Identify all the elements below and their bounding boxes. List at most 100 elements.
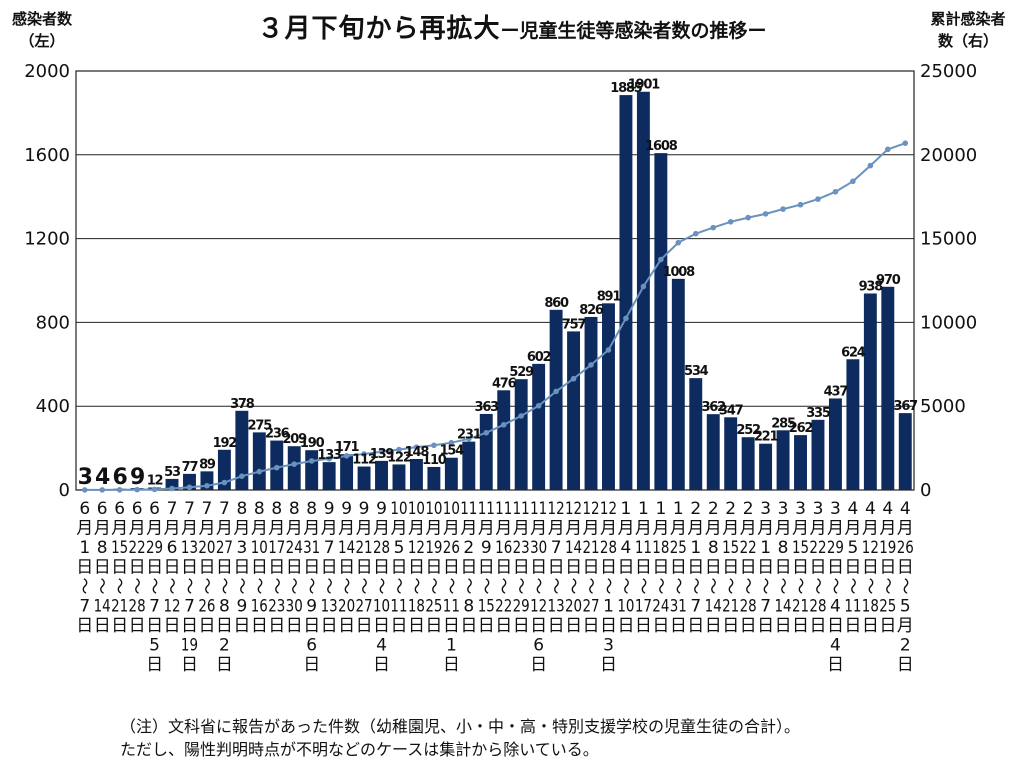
x-axis-label-part: 〜 bbox=[266, 578, 286, 595]
cumulative-point bbox=[99, 487, 105, 493]
x-axis-label-part: 9 bbox=[236, 597, 247, 617]
x-axis-label-part: 12 bbox=[163, 597, 180, 617]
x-axis-label-part: 〜 bbox=[894, 578, 914, 595]
bar bbox=[217, 449, 231, 490]
bar-data-label: 89 bbox=[199, 457, 216, 472]
x-axis-label-part: 日 bbox=[565, 558, 582, 578]
x-axis-label-part: 8 bbox=[306, 499, 317, 519]
x-axis-label-note: 19 bbox=[181, 636, 198, 656]
x-axis-label-part: 31 bbox=[303, 538, 320, 558]
cumulative-point bbox=[727, 219, 734, 225]
x-axis-label-part: 28 bbox=[129, 597, 146, 617]
cumulative-point bbox=[134, 486, 140, 493]
note-line-2: ただし、陽性判明時点が不明などのケースは集計から除いている。 bbox=[120, 740, 599, 759]
x-axis-label-part: 日 bbox=[722, 558, 739, 578]
x-axis-label-part: 1 bbox=[79, 538, 90, 558]
bar-data-label: 534 bbox=[684, 364, 709, 379]
x-axis-label-part: 8 bbox=[463, 597, 474, 617]
x-axis-label-part: 月 bbox=[827, 519, 844, 539]
x-axis-label-part: 日 bbox=[775, 616, 792, 636]
bar-data-label: 476 bbox=[492, 376, 517, 391]
x-axis-label-part: 日 bbox=[583, 616, 600, 636]
x-axis-label-part: 月 bbox=[879, 519, 896, 539]
bar bbox=[863, 293, 877, 490]
x-axis-label-part: 日 bbox=[478, 558, 495, 578]
x-axis-label-part: 28 bbox=[600, 538, 617, 558]
x-axis-label-part: 〜 bbox=[91, 578, 111, 595]
x-axis-label-part: 27 bbox=[582, 597, 599, 617]
x-axis-label-part: 月 bbox=[600, 519, 617, 539]
x-axis-label-part: 9 bbox=[481, 538, 492, 558]
x-axis-label-part: 〜 bbox=[755, 578, 775, 595]
x-axis-label-part: 22 bbox=[495, 597, 512, 617]
x-axis-label-part: 〜 bbox=[702, 578, 722, 595]
cumulative-point bbox=[186, 484, 193, 491]
x-axis-label-part: 日 bbox=[198, 558, 215, 578]
x-axis-label-part: 日 bbox=[76, 616, 93, 636]
bar bbox=[741, 437, 755, 490]
chart: 0400800120016002000050001000015000200002… bbox=[24, 61, 977, 675]
x-axis-label-part: 15 bbox=[792, 538, 809, 558]
bar-data-label: 757 bbox=[562, 317, 587, 332]
x-axis-label-part: 27 bbox=[216, 538, 233, 558]
cumulative-point bbox=[518, 413, 524, 419]
cumulative-point bbox=[640, 283, 647, 290]
x-axis-label-part: 10 bbox=[425, 499, 442, 519]
x-axis-label-part: 日 bbox=[897, 558, 914, 578]
x-axis-label-part: 日 bbox=[757, 616, 774, 636]
cumulative-point bbox=[326, 455, 332, 462]
bar-data-label: 252 bbox=[736, 423, 760, 438]
x-axis-label-part: 日 bbox=[460, 616, 477, 636]
bar bbox=[654, 153, 668, 490]
cumulative-line bbox=[84, 142, 906, 491]
x-axis-label-part: 18 bbox=[408, 597, 425, 617]
bar-data-label: 12 bbox=[147, 473, 163, 488]
x-axis-label-part: 月 bbox=[408, 519, 425, 539]
x-axis-label-part: 9 bbox=[324, 499, 335, 519]
cumulative-point bbox=[710, 224, 717, 231]
x-axis-label-part: 21 bbox=[356, 538, 373, 558]
x-axis-label-part: 〜 bbox=[720, 578, 740, 595]
x-axis-label-part: 日 bbox=[216, 558, 233, 578]
x-axis-label-part: 日 bbox=[94, 616, 111, 636]
x-axis-label-part: 5 bbox=[394, 538, 405, 558]
x-axis-label-part: 22 bbox=[740, 538, 757, 558]
x-axis-label-part: 〜 bbox=[458, 578, 478, 595]
x-axis-label-part: 日 bbox=[233, 616, 250, 636]
x-axis-label-part: 12 bbox=[600, 499, 617, 519]
bar bbox=[340, 454, 354, 490]
x-axis-label-note-unit: 日 bbox=[181, 655, 198, 675]
x-axis-label-part: 月 bbox=[164, 519, 181, 539]
bar-data-label: 437 bbox=[824, 384, 849, 399]
right-axis-tick-label: 5000 bbox=[920, 396, 966, 417]
x-axis-label-part: 〜 bbox=[597, 578, 617, 595]
x-axis-label-part: 〜 bbox=[144, 578, 164, 595]
cumulative-point bbox=[116, 486, 123, 493]
x-axis-label-part: 月 bbox=[478, 519, 495, 539]
x-axis-label-note: 3 bbox=[603, 636, 614, 656]
x-axis-label-part: 29 bbox=[513, 597, 530, 617]
x-axis-label-part: 9 bbox=[359, 499, 370, 519]
x-axis-label-part: 1 bbox=[673, 499, 684, 519]
x-axis-label-part: 日 bbox=[443, 616, 460, 636]
x-axis-label-note-unit: 日 bbox=[530, 655, 547, 675]
right-axis-tick-label: 20000 bbox=[920, 145, 977, 166]
cumulative-point bbox=[500, 421, 507, 428]
right-axis-tick-label: 10000 bbox=[920, 312, 977, 333]
cumulative-point bbox=[448, 439, 455, 446]
x-axis-label-part: 10 bbox=[617, 597, 634, 617]
bar-data-label: 275 bbox=[248, 418, 273, 433]
x-axis-label-note: 6 bbox=[306, 636, 317, 656]
bar bbox=[532, 363, 546, 490]
cumulative-point bbox=[396, 446, 402, 453]
x-axis-label-part: 月 bbox=[792, 519, 809, 539]
right-axis-title-line1: 累計感染者 bbox=[930, 10, 1006, 28]
bar-data-label: 1008 bbox=[663, 265, 696, 280]
bar bbox=[392, 464, 406, 490]
x-axis-label-part: 日 bbox=[670, 558, 687, 578]
x-axis-label-part: 8 bbox=[289, 499, 300, 519]
x-axis-label-part: 月 bbox=[617, 519, 634, 539]
x-axis-label-part: 日 bbox=[111, 558, 128, 578]
x-axis-label-part: 1 bbox=[760, 538, 771, 558]
x-axis-label-part: 1 bbox=[621, 499, 632, 519]
